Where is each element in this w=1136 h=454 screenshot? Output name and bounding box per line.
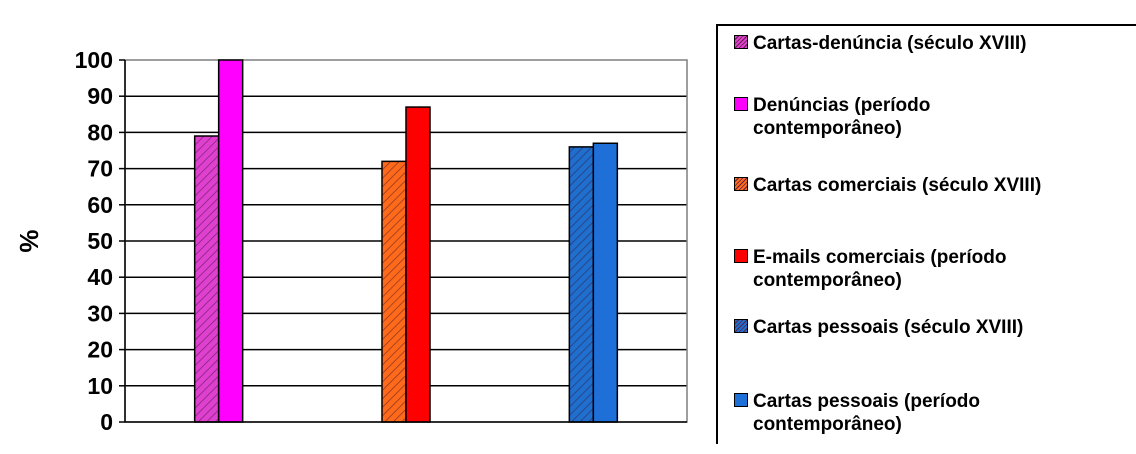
- y-axis: 0 10 20 30 40 50 60 70 80 90 100: [75, 47, 687, 435]
- legend-item: E-mails comerciais (período contemporâneo…: [734, 246, 1113, 292]
- legend-label-line: E-mails comerciais (período: [753, 247, 1007, 268]
- legend-item: Cartas comerciais (século XVIII): [734, 174, 1113, 197]
- legend-swatch: [734, 177, 748, 191]
- y-tick-label: 10: [87, 373, 113, 399]
- legend-label: E-mails comerciais (período contemporâneo…: [753, 246, 1113, 292]
- bar: [592, 142, 619, 423]
- legend-swatch: [734, 249, 748, 263]
- legend-label: Cartas comerciais (século XVIII): [753, 174, 1113, 197]
- y-tick-label: 40: [87, 264, 113, 290]
- y-tick-label: 30: [87, 300, 113, 326]
- legend-swatch: [734, 393, 748, 407]
- bar-chart: 0 10 20 30 40 50 60 70 80 90 100 %: [14, 47, 688, 435]
- legend-label-line: Cartas-denúncia (século XVIII): [753, 33, 1027, 54]
- legend-label-line: Cartas pessoais (período: [753, 391, 981, 412]
- y-tick-label: 0: [100, 409, 113, 435]
- legend: Cartas-denúncia (século XVIII) Denúncias …: [716, 24, 1136, 444]
- bars: [193, 59, 619, 423]
- bar: [381, 160, 407, 423]
- legend-label: Cartas pessoais (período contemporâneo): [753, 390, 1113, 436]
- legend-label-line: contemporâneo): [753, 270, 902, 291]
- legend-item: Cartas pessoais (período contemporâneo): [734, 390, 1113, 436]
- bar: [405, 106, 431, 423]
- bar: [193, 135, 220, 423]
- y-tick-label: 80: [87, 119, 113, 145]
- y-tick-label: 70: [87, 156, 113, 182]
- y-tick-label: 20: [87, 337, 113, 363]
- legend-swatch: [734, 35, 748, 49]
- y-tick-label: 90: [87, 83, 113, 109]
- legend-label: Cartas pessoais (século XVIII): [753, 316, 1113, 339]
- bar: [568, 146, 595, 423]
- bar: [217, 59, 244, 423]
- legend-label-line: contemporâneo): [753, 414, 902, 435]
- legend-swatch: [734, 319, 748, 333]
- y-tick-label: 60: [87, 192, 113, 218]
- y-tick-label: 100: [75, 47, 113, 73]
- legend-item: Cartas pessoais (século XVIII): [734, 316, 1113, 339]
- legend-label-line: Cartas comerciais (século XVIII): [753, 175, 1042, 196]
- legend-item: Denúncias (período contemporâneo): [734, 94, 1113, 140]
- legend-label: Denúncias (período contemporâneo): [753, 94, 1113, 140]
- legend-label: Cartas-denúncia (século XVIII): [753, 32, 1113, 55]
- legend-label-line: Cartas pessoais (século XVIII): [753, 317, 1024, 338]
- legend-label-line: Denúncias (período: [753, 95, 931, 116]
- y-tick-label: 50: [87, 228, 113, 254]
- y-axis-label: %: [14, 229, 44, 252]
- legend-swatch: [734, 97, 748, 111]
- legend-item: Cartas-denúncia (século XVIII): [734, 32, 1113, 55]
- legend-label-line: contemporâneo): [753, 118, 902, 139]
